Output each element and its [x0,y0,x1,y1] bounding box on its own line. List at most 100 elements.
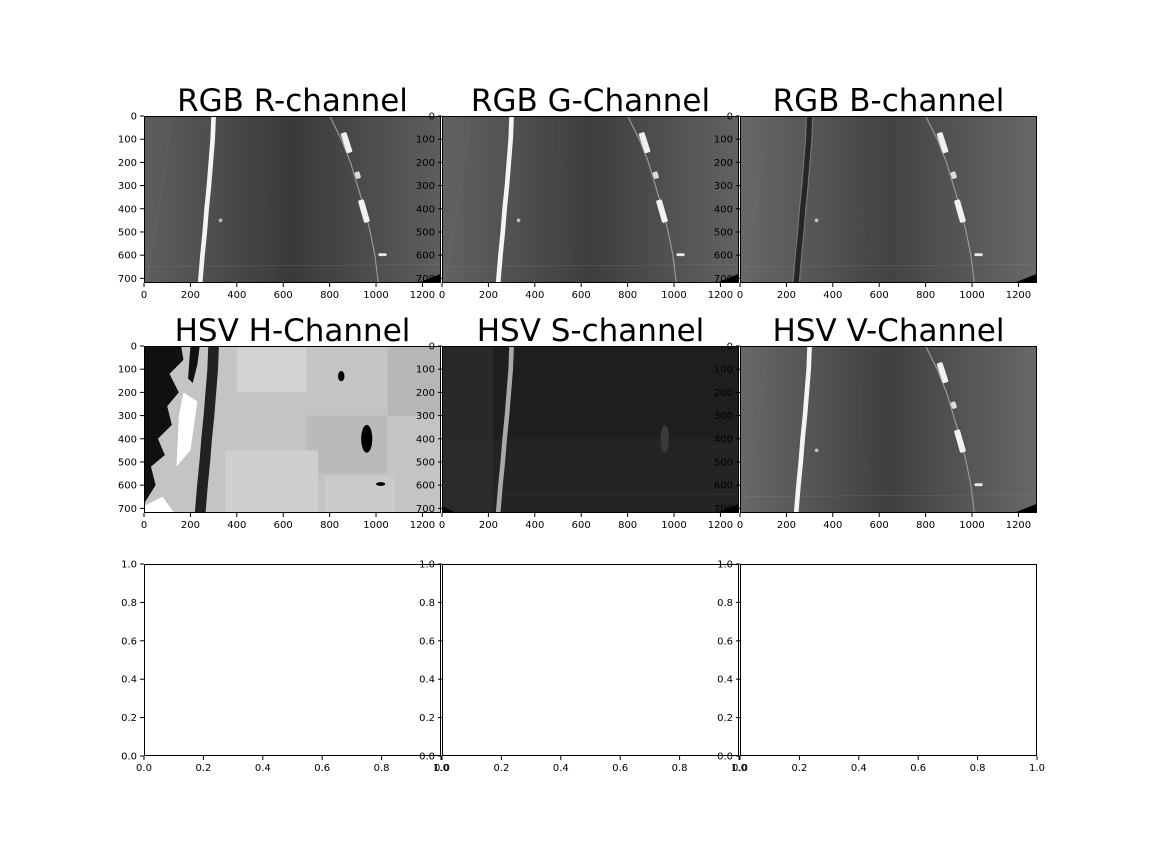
right-lane-dash [378,253,387,257]
hue-patch [324,475,395,513]
y-tick-label: 700 [118,274,137,285]
y-tick-label: 100 [714,135,733,146]
right-lane-dash [950,171,957,179]
hue-dark-region [188,346,200,384]
hue-patch [225,450,319,513]
x-tick-label: 0.8 [672,763,688,774]
y-tick-label: 0.4 [121,675,137,686]
x-tick-label: 800 [916,290,935,301]
y-tick-label: 0.6 [717,636,733,647]
x-tick-label: 1200 [410,290,435,301]
x-tick-label: 0.6 [612,763,628,774]
road-spot [814,218,819,223]
x-tick-label: 400 [823,290,842,301]
left-lane-line [194,346,219,513]
road-texture [741,116,769,283]
left-lane-edge [792,116,807,283]
axes-frame [740,564,1037,756]
right-lane-dash [974,483,983,487]
y-tick-label: 400 [714,204,733,215]
right-lane-dash [950,401,957,409]
x-tick-label: 1200 [708,520,733,531]
y-tick-label: 0 [131,112,137,123]
hue-dark-region [144,346,184,504]
y-tick-label: 700 [714,504,733,515]
y-tick-label: 400 [118,434,137,445]
x-tick-label: 0 [439,290,445,301]
y-tick-label: 100 [714,365,733,376]
hue-blob [376,482,386,486]
hue-blob [361,424,373,453]
x-tick-label: 200 [479,290,498,301]
y-tick-label: 700 [118,504,137,515]
x-tick-label: 1000 [959,520,984,531]
right-lane-trace [329,116,379,283]
hue-patch [387,346,441,416]
x-tick-label: 0.0 [732,763,748,774]
y-tick-label: 200 [714,158,733,169]
y-tick-label: 300 [714,181,733,192]
x-tick-label: 0.4 [553,763,569,774]
y-tick-label: 600 [714,251,733,262]
road-texture [443,116,471,283]
x-tick-label: 0.4 [255,763,271,774]
y-tick-label: 0.4 [419,675,435,686]
x-tick-label: 1000 [959,290,984,301]
y-tick-label: 200 [416,388,435,399]
channel-image [740,346,1037,513]
x-tick-label: 1.0 [731,763,747,774]
x-tick-label: 600 [870,520,889,531]
right-lane-dash [954,199,966,223]
x-tick-label: 0.2 [195,763,211,774]
y-tick-label: 1.0 [419,560,435,571]
y-tick-label: 0 [429,342,435,353]
road-seam [740,264,1037,267]
subplot-title: HSV H-Channel [175,313,411,349]
x-tick-label: 600 [274,520,293,531]
y-tick-label: 200 [416,158,435,169]
right-lane-dash [936,132,949,154]
x-tick-label: 200 [181,290,200,301]
x-tick-label: 800 [618,520,637,531]
y-tick-label: 300 [118,411,137,422]
x-tick-label: 400 [823,520,842,531]
y-tick-label: 100 [416,135,435,146]
subplot-title: RGB R-channel [177,83,408,119]
y-tick-label: 600 [118,481,137,492]
y-tick-label: 200 [714,388,733,399]
channel-image [144,346,441,513]
y-tick-label: 0.8 [717,598,733,609]
y-tick-label: 700 [416,274,435,285]
y-tick-label: 300 [416,411,435,422]
y-tick-label: 400 [416,434,435,445]
y-tick-label: 100 [416,365,435,376]
x-tick-label: 1200 [1006,290,1031,301]
y-tick-label: 0.4 [717,675,733,686]
y-tick-label: 300 [416,181,435,192]
x-tick-label: 1000 [661,520,686,531]
y-tick-label: 700 [714,274,733,285]
x-tick-label: 0 [737,520,743,531]
subplot-9: 0.0 0.2 0.4 0.6 0.8 1.00.00.20.40.60.81.0 [717,560,1045,775]
x-tick-label: 400 [227,290,246,301]
channel-image [442,346,739,513]
x-tick-label: 0 [737,290,743,301]
subplot-3: RGB B-channel 0 200 400 600 800 1000 1200 0 100 20… [714,83,1037,301]
right-lane-trace [925,116,975,283]
x-tick-label: 0.2 [791,763,807,774]
road-surface [442,116,739,283]
y-tick-label: 0 [727,112,733,123]
y-tick-label: 0.2 [121,713,137,724]
y-tick-label: 1.0 [717,560,733,571]
x-tick-label: 0.0 [434,763,450,774]
y-tick-label: 600 [416,481,435,492]
x-tick-label: 0.2 [493,763,509,774]
y-tick-label: 400 [416,204,435,215]
y-tick-label: 500 [118,457,137,468]
subplot-title: RGB G-Channel [471,83,710,119]
